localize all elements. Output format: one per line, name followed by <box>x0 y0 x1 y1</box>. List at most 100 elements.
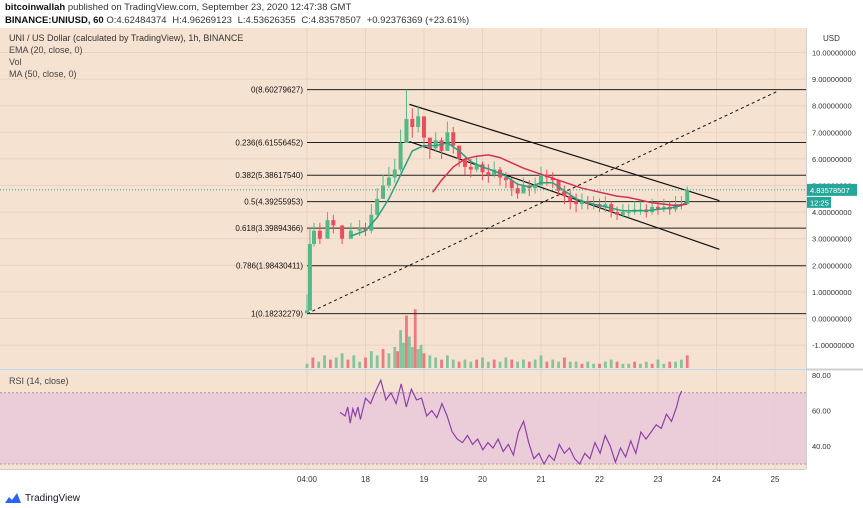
volume-bar <box>481 357 484 368</box>
open-value: O:4.62484374 <box>106 15 167 26</box>
price-tick-label: 3.00000000 <box>812 235 852 244</box>
candle-body <box>562 190 567 197</box>
candle-body <box>462 158 467 167</box>
volume-bar <box>329 359 332 368</box>
volume-bar <box>416 349 420 368</box>
candle-body <box>363 228 368 231</box>
volume-bar <box>446 355 449 368</box>
ema20-line <box>350 142 688 237</box>
volume-bar <box>492 359 496 368</box>
candle-body <box>416 116 421 127</box>
volume-bar <box>650 363 654 368</box>
time-tick-label: 18 <box>361 475 370 484</box>
publish-line: bitcoinwallah published on TradingView.c… <box>5 2 351 13</box>
candle-body <box>357 228 362 231</box>
candle-body <box>404 119 409 143</box>
publish-info: published on TradingView.com, September … <box>67 2 352 13</box>
candle-body <box>340 225 345 239</box>
volume-bar <box>574 361 578 368</box>
chart-title: UNI / US Dollar (calculated by TradingVi… <box>9 33 243 43</box>
volume-bar <box>352 355 356 368</box>
volume-bar <box>539 355 543 368</box>
volume-bar <box>527 361 531 368</box>
time-tick-label: 20 <box>478 475 487 484</box>
rsi-legend[interactable]: RSI (14, close) <box>9 376 69 386</box>
candle-body <box>533 185 538 189</box>
volume-bar <box>639 363 642 368</box>
volume-bar <box>680 359 683 368</box>
volume-bar <box>410 347 414 368</box>
symbol-label[interactable]: BINANCE:UNIUSD, 60 <box>5 15 104 26</box>
candle-body <box>509 180 514 189</box>
volume-bar <box>592 363 596 368</box>
candle-body <box>685 189 690 205</box>
high-value: H:4.96269123 <box>172 15 232 26</box>
tradingview-logo-icon <box>5 493 21 503</box>
volume-bar <box>305 363 309 368</box>
chart-area[interactable]: 0(8.60279627) 0.236(6.61556452) 0.382(5.38… <box>0 28 863 495</box>
volume-bar <box>364 357 367 368</box>
volume-bar <box>668 361 672 368</box>
volume-bar <box>369 351 373 368</box>
volume-bar <box>334 357 338 368</box>
volume-bar <box>685 355 689 368</box>
volume-bar <box>486 361 490 368</box>
candle-body <box>480 164 485 173</box>
candle-body <box>410 119 415 127</box>
volume-bar <box>557 361 560 368</box>
currency-label: USD <box>823 34 840 43</box>
axis-labels: 10.00000000 9.00000000 8.00000000 7.0000000… <box>0 49 857 484</box>
volume-bar <box>644 361 648 368</box>
volume-bar <box>510 359 514 368</box>
rsi-line <box>339 378 683 466</box>
volume-bar <box>396 351 400 368</box>
volume-bar <box>609 359 613 368</box>
volume-bar <box>434 357 438 368</box>
ema-legend[interactable]: EMA (20, close, 0) <box>9 45 83 55</box>
volume-bar <box>469 361 473 368</box>
countdown-badge <box>807 196 831 208</box>
candle-body <box>656 206 660 210</box>
footer-brand[interactable]: TradingView <box>4 490 80 506</box>
volume-bar <box>656 359 660 368</box>
volume-bar <box>498 361 502 368</box>
volume-bar <box>381 349 385 368</box>
last-price-badge <box>807 183 857 196</box>
vol-legend[interactable]: Vol <box>9 57 22 67</box>
fibonacci-levels[interactable]: 0(8.60279627) 0.236(6.61556452) 0.382(5.38… <box>235 86 806 319</box>
rsi-tick-label: 40.00 <box>812 442 831 451</box>
rsi-line-group <box>339 378 683 466</box>
candle-body <box>603 204 608 207</box>
price-tick-label: 8.00000000 <box>812 102 852 111</box>
ma-legend[interactable]: MA (50, close, 0) <box>9 69 77 79</box>
candle-body <box>638 209 643 211</box>
fib-label: 0.786(1.98430411) <box>236 262 303 271</box>
countdown-label: 12:25 <box>810 198 829 207</box>
volume-bar <box>399 330 402 368</box>
volume-bar <box>568 361 572 368</box>
candle-body <box>615 212 620 215</box>
candle-body <box>375 198 380 215</box>
candle-body <box>305 310 309 314</box>
volume-bar <box>627 363 631 368</box>
price-tick-label: 4.00000000 <box>812 208 852 217</box>
author-name[interactable]: bitcoinwallah <box>5 2 66 13</box>
volume-bars <box>305 309 689 368</box>
time-axis-bg <box>0 469 863 489</box>
volume-bar <box>311 357 315 368</box>
volume-bar <box>451 359 455 368</box>
candle-body <box>317 230 322 239</box>
candle-body <box>492 169 497 175</box>
candle-body <box>386 177 391 186</box>
price-chart-svg[interactable]: 0(8.60279627) 0.236(6.61556452) 0.382(5.38… <box>0 28 863 490</box>
fib-label: 1(0.18232279) <box>251 310 303 319</box>
candle-body <box>381 185 386 199</box>
rsi-band <box>0 392 806 465</box>
candle-body <box>392 169 397 178</box>
fib-label: 0(8.60279627) <box>251 86 303 95</box>
candle-body <box>312 230 317 245</box>
volume-bar <box>375 355 379 368</box>
candle-body <box>398 142 403 170</box>
dashed-trend-line <box>306 90 779 315</box>
volume-bar <box>674 361 677 368</box>
